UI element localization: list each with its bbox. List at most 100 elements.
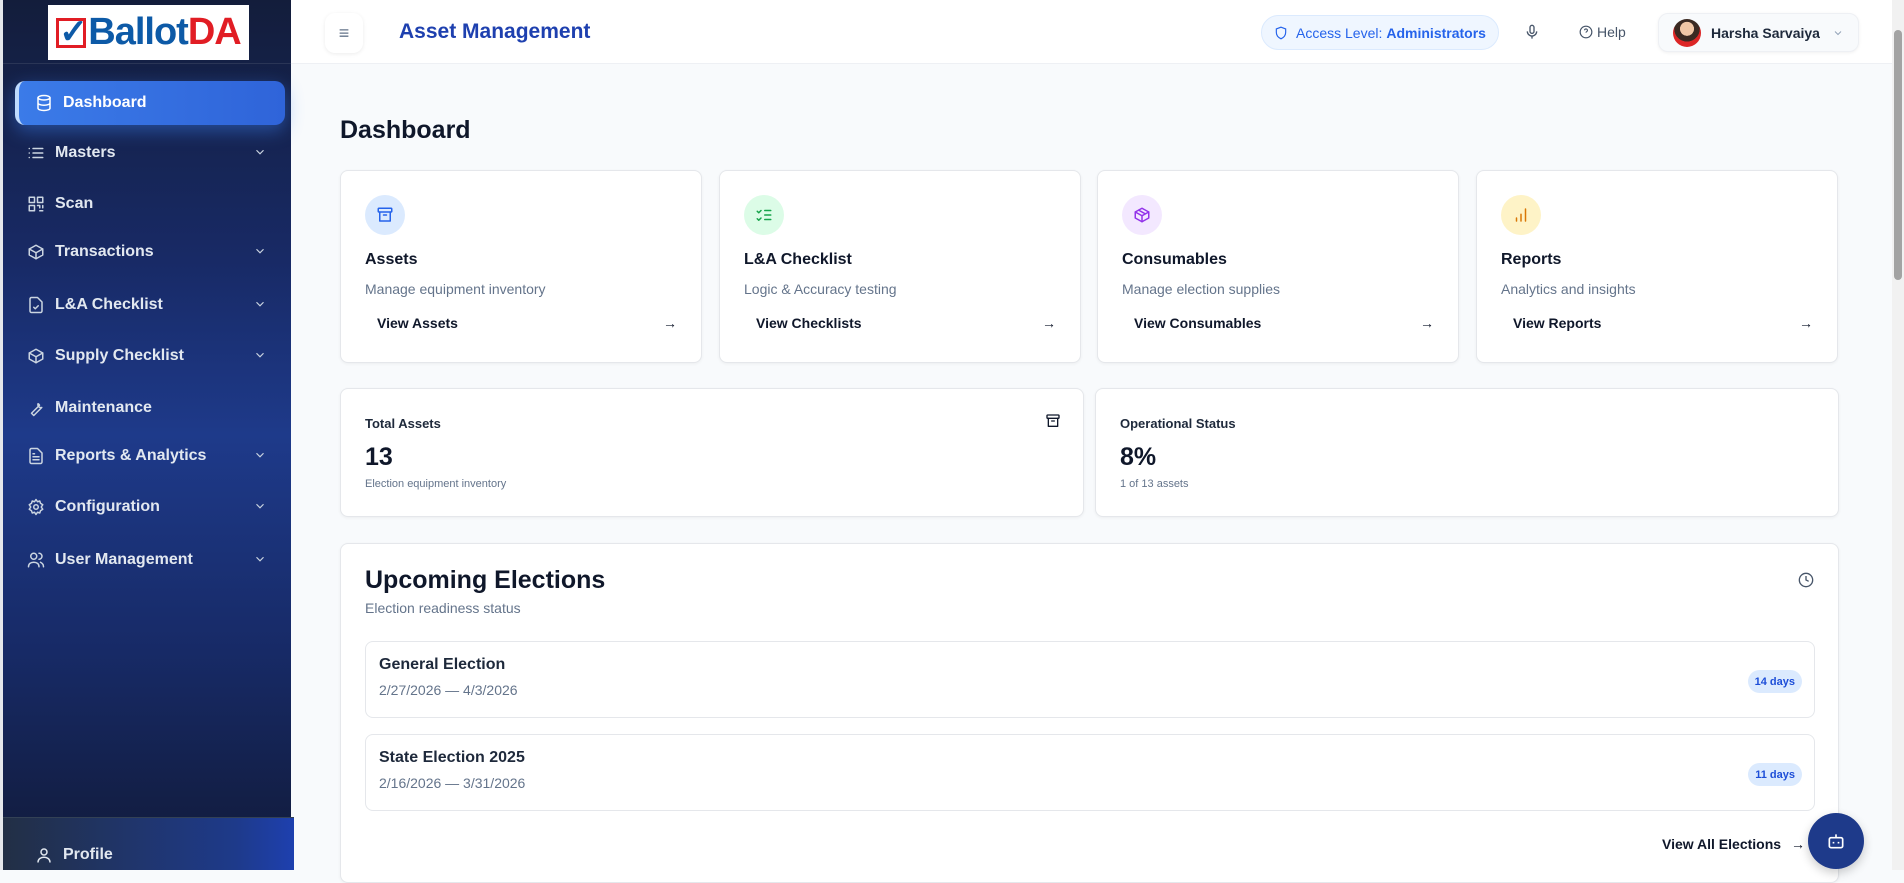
days-remaining-badge: 11 days bbox=[1748, 763, 1802, 786]
scrollbar[interactable] bbox=[1892, 0, 1904, 870]
help-label: Help bbox=[1597, 24, 1626, 40]
stat-subtitle: Election equipment inventory bbox=[365, 478, 507, 490]
wrench-icon bbox=[30, 402, 43, 417]
election-dates: 2/16/2026 — 3/31/2026 bbox=[379, 775, 526, 791]
logo-text-blue: Ballot bbox=[88, 11, 189, 53]
chevron-down-icon[interactable] bbox=[253, 448, 267, 462]
ballotda-logo[interactable]: ✓ Ballot DA bbox=[48, 5, 249, 60]
arrow-right-icon: → bbox=[1791, 836, 1806, 852]
quick-card-icon-wrap bbox=[744, 195, 784, 235]
election-dates: 2/27/2026 — 4/3/2026 bbox=[379, 682, 518, 698]
quick-card-icon-wrap bbox=[365, 195, 405, 235]
chevron-down-icon[interactable] bbox=[253, 499, 267, 513]
sidebar-profile[interactable]: Profile bbox=[3, 817, 294, 870]
quick-card-description: Logic & Accuracy testing bbox=[744, 281, 897, 297]
days-remaining-badge: 14 days bbox=[1747, 670, 1802, 693]
quick-card-title: Reports bbox=[1501, 251, 1562, 268]
qr-code-icon bbox=[28, 196, 44, 212]
bot-icon bbox=[1828, 834, 1844, 849]
access-level-value: Administrators bbox=[1386, 24, 1486, 41]
quick-card-link-label: View Reports bbox=[1513, 315, 1602, 331]
view-all-label: View All Elections bbox=[1662, 836, 1782, 852]
election-name: State Election 2025 bbox=[379, 749, 525, 766]
chevron-down-icon bbox=[1834, 30, 1842, 35]
list-icon bbox=[28, 147, 44, 159]
archive-icon bbox=[1046, 414, 1060, 427]
sidebar-item-masters[interactable]: Masters bbox=[15, 131, 285, 175]
users-icon bbox=[27, 552, 45, 568]
help-button[interactable]: Help bbox=[1579, 24, 1626, 40]
election-name: General Election bbox=[379, 656, 506, 673]
sidebar-item-dashboard[interactable]: Dashboard bbox=[15, 81, 285, 125]
chevron-down-icon[interactable] bbox=[253, 348, 267, 362]
quick-card-consumables: Consumables Manage election supplies View … bbox=[1097, 170, 1459, 363]
database-icon bbox=[37, 94, 51, 112]
sidebar-item-label: Scan bbox=[55, 195, 94, 212]
stat-card: Operational Status 8% 1 of 13 assets bbox=[1095, 388, 1839, 517]
page-title: Dashboard bbox=[340, 116, 471, 144]
stat-value: 8% bbox=[1120, 443, 1157, 471]
file-check-icon bbox=[29, 296, 43, 314]
user-icon bbox=[37, 848, 51, 863]
sidebar-item-transactions[interactable]: Transactions bbox=[15, 230, 285, 274]
quick-card-link-label: View Consumables bbox=[1134, 315, 1262, 331]
sidebar-item-l-a-checklist[interactable]: L&A Checklist bbox=[15, 283, 285, 327]
quick-card-link[interactable]: View Reports → bbox=[1513, 315, 1813, 331]
arrow-right-icon: → bbox=[1799, 315, 1813, 331]
sidebar-item-maintenance[interactable]: Maintenance bbox=[15, 386, 285, 430]
archive-icon bbox=[377, 207, 393, 222]
quick-card-description: Manage equipment inventory bbox=[365, 281, 546, 297]
sidebar-item-configuration[interactable]: Configuration bbox=[15, 485, 285, 529]
chevron-down-icon[interactable] bbox=[253, 145, 267, 159]
quick-card-description: Manage election supplies bbox=[1122, 281, 1280, 297]
scrollbar-thumb[interactable] bbox=[1894, 30, 1902, 280]
chevron-down-icon[interactable] bbox=[253, 244, 267, 258]
chatbot-button[interactable] bbox=[1808, 813, 1864, 869]
sidebar-item-label: Reports & Analytics bbox=[55, 447, 207, 464]
access-level-prefix: Access Level: bbox=[1296, 24, 1383, 41]
hamburger-icon: ≡ bbox=[338, 22, 350, 43]
stat-label: Operational Status bbox=[1120, 416, 1236, 431]
election-list-item[interactable]: General Election 2/27/2026 — 4/3/2026 14 d… bbox=[365, 641, 1815, 718]
arrow-right-icon: → bbox=[1420, 315, 1434, 331]
view-all-elections-link[interactable]: View All Elections → bbox=[1662, 836, 1805, 852]
election-list-item[interactable]: State Election 2025 2/16/2026 — 3/31/2026… bbox=[365, 734, 1815, 811]
sidebar-item-reports-analytics[interactable]: Reports & Analytics bbox=[15, 434, 285, 478]
sidebar-item-supply-checklist[interactable]: Supply Checklist bbox=[15, 334, 285, 378]
sidebar-item-user-management[interactable]: User Management bbox=[15, 538, 285, 582]
upcoming-elections-card: Upcoming Elections Election readiness st… bbox=[340, 543, 1839, 883]
stat-subtitle: 1 of 13 assets bbox=[1120, 478, 1189, 490]
list-checks-icon bbox=[756, 209, 772, 221]
access-level-badge: Access Level: Administrators bbox=[1261, 15, 1499, 50]
quick-card-link[interactable]: View Checklists → bbox=[756, 315, 1056, 331]
quick-card-link-label: View Assets bbox=[377, 315, 458, 331]
sidebar-item-scan[interactable]: Scan bbox=[15, 182, 285, 226]
bar-chart-icon bbox=[1515, 208, 1527, 222]
user-menu[interactable]: Harsha Sarvaiya bbox=[1658, 13, 1859, 52]
quick-card-link[interactable]: View Assets → bbox=[377, 315, 677, 331]
quick-card-description: Analytics and insights bbox=[1501, 281, 1636, 297]
clock-icon bbox=[1798, 572, 1814, 588]
quick-card-assets: Assets Manage equipment inventory View Ass… bbox=[340, 170, 702, 363]
stat-label: Total Assets bbox=[365, 416, 441, 431]
chevron-down-icon[interactable] bbox=[253, 552, 267, 566]
arrow-right-icon: → bbox=[1042, 315, 1056, 331]
avatar bbox=[1673, 18, 1701, 47]
elections-title: Upcoming Elections bbox=[365, 566, 606, 594]
quick-card-link[interactable]: View Consumables → bbox=[1134, 315, 1434, 331]
elections-subtitle: Election readiness status bbox=[365, 600, 521, 616]
profile-label: Profile bbox=[63, 846, 113, 863]
quick-card-title: Consumables bbox=[1122, 251, 1227, 268]
sidebar-item-label: Supply Checklist bbox=[55, 347, 184, 364]
sidebar-item-label: Dashboard bbox=[63, 94, 147, 111]
menu-toggle-button[interactable]: ≡ bbox=[325, 13, 363, 53]
arrow-right-icon: → bbox=[663, 315, 677, 331]
sidebar-item-label: L&A Checklist bbox=[55, 296, 163, 313]
sidebar-item-label: Maintenance bbox=[55, 399, 152, 416]
user-name: Harsha Sarvaiya bbox=[1711, 24, 1820, 41]
package-check-icon bbox=[28, 244, 44, 260]
quick-card-icon-wrap bbox=[1501, 195, 1541, 235]
microphone-icon[interactable] bbox=[1524, 22, 1540, 42]
divider bbox=[3, 63, 294, 64]
chevron-down-icon[interactable] bbox=[253, 297, 267, 311]
